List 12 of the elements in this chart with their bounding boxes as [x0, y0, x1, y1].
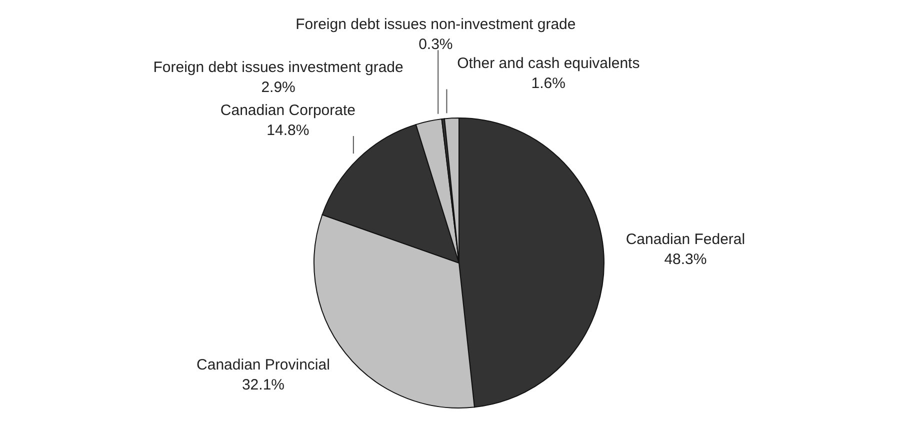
slice-label: Foreign debt issues investment grade [153, 59, 404, 76]
slice-label: Foreign debt issues non-investment grade [296, 16, 576, 34]
slice-label: Canadian Provincial [196, 356, 330, 374]
data-label: 32.1% [242, 376, 285, 394]
slice-label: Canadian Federal [626, 231, 746, 248]
slice-label: Canadian Corporate [220, 102, 356, 120]
data-label: 0.3% [418, 36, 453, 54]
data-label: 2.9% [261, 79, 296, 96]
data-label: 14.8% [266, 122, 310, 140]
data-label: 1.6% [531, 75, 566, 92]
data-label: 48.3% [664, 251, 707, 268]
slice-label: Other and cash equivalents [457, 55, 640, 72]
